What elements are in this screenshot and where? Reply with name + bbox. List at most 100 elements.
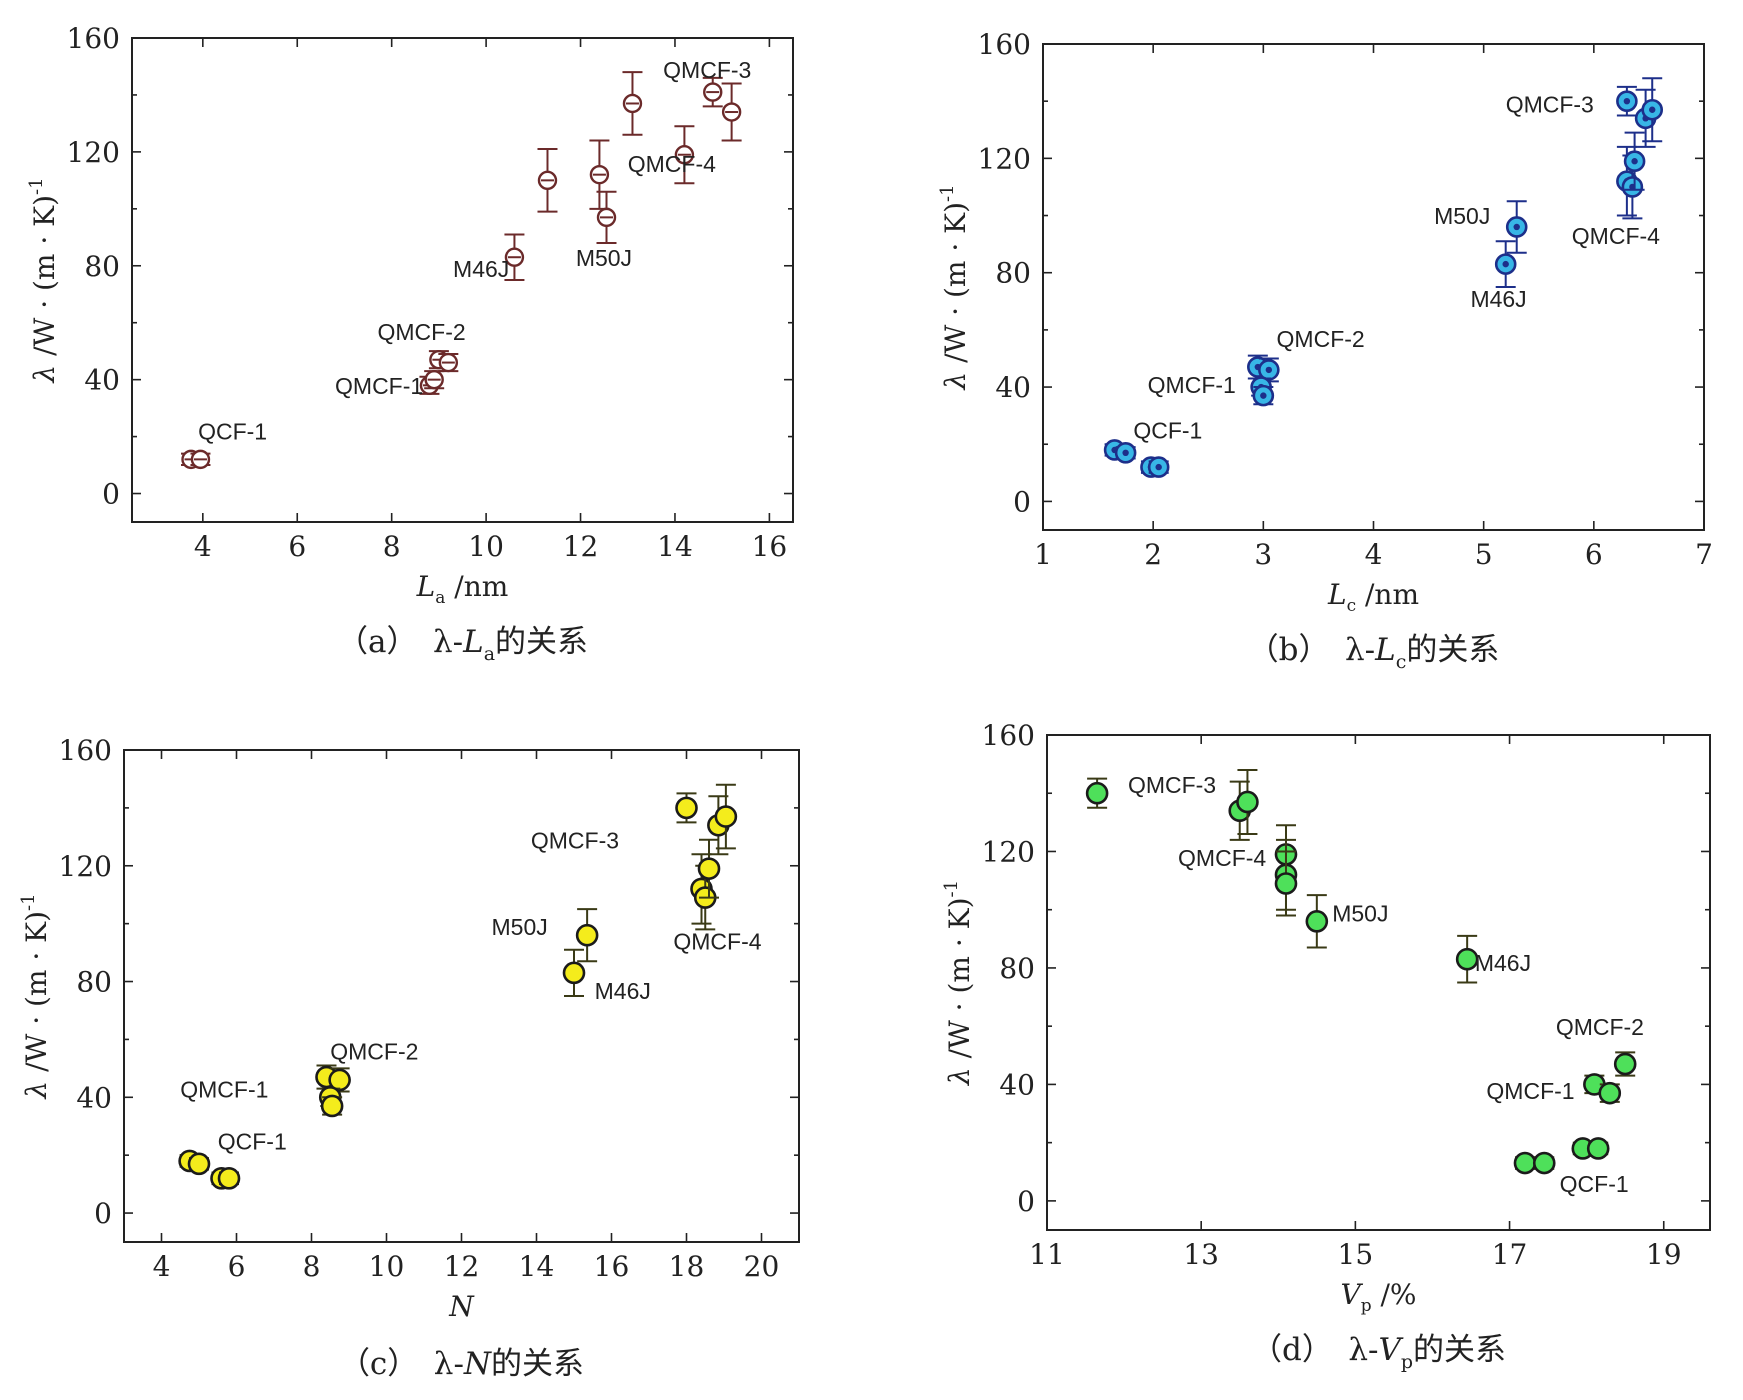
x-tick-label: 8 — [303, 1250, 321, 1283]
data-point — [1513, 1151, 1537, 1175]
y-tick-label: 80 — [995, 257, 1031, 290]
y-tick-label: 120 — [59, 850, 112, 883]
point-label: QMCF-2 — [1277, 326, 1365, 352]
x-axis-label: Lc /nm — [1327, 578, 1419, 616]
x-tick-label: 1 — [1034, 538, 1052, 571]
y-tick-label: 160 — [67, 22, 120, 55]
marker-core — [1513, 223, 1520, 231]
point-label: QMCF-3 — [663, 57, 751, 83]
point-label: M46J — [1475, 950, 1531, 976]
x-tick-label: 12 — [444, 1250, 480, 1283]
point-label: QMCF-3 — [1506, 92, 1594, 118]
x-tick-label: 8 — [383, 530, 401, 563]
point-label: M46J — [453, 256, 509, 282]
x-tick-label: 4 — [153, 1250, 171, 1283]
data-point — [1236, 790, 1259, 814]
x-tick-label: 11 — [1029, 1238, 1065, 1271]
x-tick-label: 4 — [1365, 538, 1383, 571]
x-tick-label: 14 — [657, 530, 693, 563]
x-tick-label: 5 — [1475, 538, 1493, 571]
x-tick-label: 19 — [1646, 1238, 1682, 1271]
data-point — [320, 1094, 344, 1118]
point-label: QMCF-1 — [1486, 1078, 1574, 1104]
y-tick-label: 120 — [982, 835, 1035, 868]
data-point — [1586, 1137, 1610, 1160]
point-label: M50J — [1332, 900, 1388, 926]
chart-caption: （b） λ-Lc的关系 — [1248, 632, 1500, 673]
y-tick-label: 80 — [84, 250, 120, 283]
x-axis-label: N — [448, 1290, 475, 1323]
chart-c: 4 6 8 10 12 14 16 18 20 0 40 80 120 160 Nλ /W · (m · K… — [18, 734, 800, 1382]
data-point — [1598, 1081, 1622, 1105]
point-label: M50J — [1434, 203, 1490, 229]
x-tick-label: 10 — [468, 530, 504, 563]
data-point — [697, 857, 721, 880]
x-tick-label: 7 — [1695, 538, 1713, 571]
marker-core — [1265, 366, 1273, 374]
y-axis-label: λ /W · (m · K)-1 — [941, 880, 976, 1086]
chart-caption: （a） λ-La的关系 — [337, 624, 588, 665]
point-label: QCF-1 — [218, 1128, 287, 1154]
x-tick-label: 18 — [669, 1250, 705, 1283]
x-tick-label: 6 — [1585, 538, 1603, 571]
y-tick-label: 40 — [999, 1068, 1035, 1101]
marker-core — [1623, 97, 1631, 105]
chart-b: 1 2 3 4 5 6 7 0 40 80 120 160 Lc /nm λ /W · (m · K)-1… — [937, 28, 1713, 673]
point-label: M50J — [492, 914, 548, 940]
point-label: M46J — [595, 978, 651, 1004]
y-tick-label: 80 — [999, 952, 1035, 985]
chart-d: 11 13 15 17 19 0 40 80 120 160 Vp /% λ /W · (m · K)… — [941, 719, 1711, 1373]
y-tick-label: 160 — [59, 734, 112, 767]
plot-frame — [1046, 734, 1711, 1231]
data-point — [328, 1068, 351, 1092]
x-tick-label: 6 — [288, 530, 306, 563]
x-tick-label: 12 — [563, 530, 599, 563]
x-tick-label: 3 — [1254, 538, 1272, 571]
data-point — [714, 805, 738, 828]
x-axis-label: La /nm — [416, 570, 509, 608]
point-label: QMCF-3 — [1128, 772, 1216, 798]
y-tick-label: 120 — [978, 142, 1031, 175]
x-tick-label: 16 — [594, 1250, 630, 1283]
point-label: QCF-1 — [1133, 418, 1202, 444]
y-tick-label: 0 — [102, 478, 120, 511]
point-label: QMCF-2 — [330, 1039, 418, 1065]
y-tick-label: 0 — [1017, 1185, 1035, 1218]
marker-core — [1260, 392, 1267, 399]
point-label: QMCF-1 — [1148, 372, 1236, 398]
x-tick-label: 17 — [1492, 1238, 1528, 1271]
data-point — [1305, 910, 1329, 933]
point-label: QMCF-4 — [628, 151, 716, 177]
data-point — [187, 1152, 211, 1176]
point-label: QMCF-4 — [1178, 845, 1266, 871]
y-axis-label: λ /W · (m · K)-1 — [26, 177, 61, 383]
y-tick-label: 40 — [995, 371, 1031, 404]
x-tick-label: 6 — [228, 1250, 246, 1283]
plot-frame — [1042, 43, 1705, 531]
y-tick-label: 0 — [94, 1197, 112, 1230]
x-tick-label: 4 — [194, 530, 212, 563]
marker-core — [1502, 260, 1509, 268]
x-tick-label: 16 — [752, 530, 788, 563]
y-tick-label: 160 — [978, 28, 1031, 61]
data-point — [1455, 947, 1479, 971]
data-point — [1085, 781, 1109, 805]
point-label: QMCF-3 — [531, 827, 619, 853]
point-label: QCF-1 — [1560, 1171, 1629, 1197]
x-tick-label: 2 — [1144, 538, 1162, 571]
x-tick-label: 14 — [519, 1250, 555, 1283]
x-tick-label: 10 — [369, 1250, 405, 1283]
marker-core — [1155, 463, 1162, 471]
data-point — [217, 1167, 241, 1190]
marker-core — [1649, 106, 1656, 113]
data-point — [1274, 872, 1298, 895]
point-label: QMCF-4 — [673, 929, 761, 955]
point-label: M50J — [576, 245, 632, 271]
point-label: QMCF-2 — [378, 319, 466, 345]
y-tick-label: 40 — [76, 1081, 112, 1114]
x-axis-label: Vp /% — [1340, 1278, 1416, 1316]
plot-frame — [131, 37, 794, 523]
marker-core — [1631, 158, 1638, 165]
